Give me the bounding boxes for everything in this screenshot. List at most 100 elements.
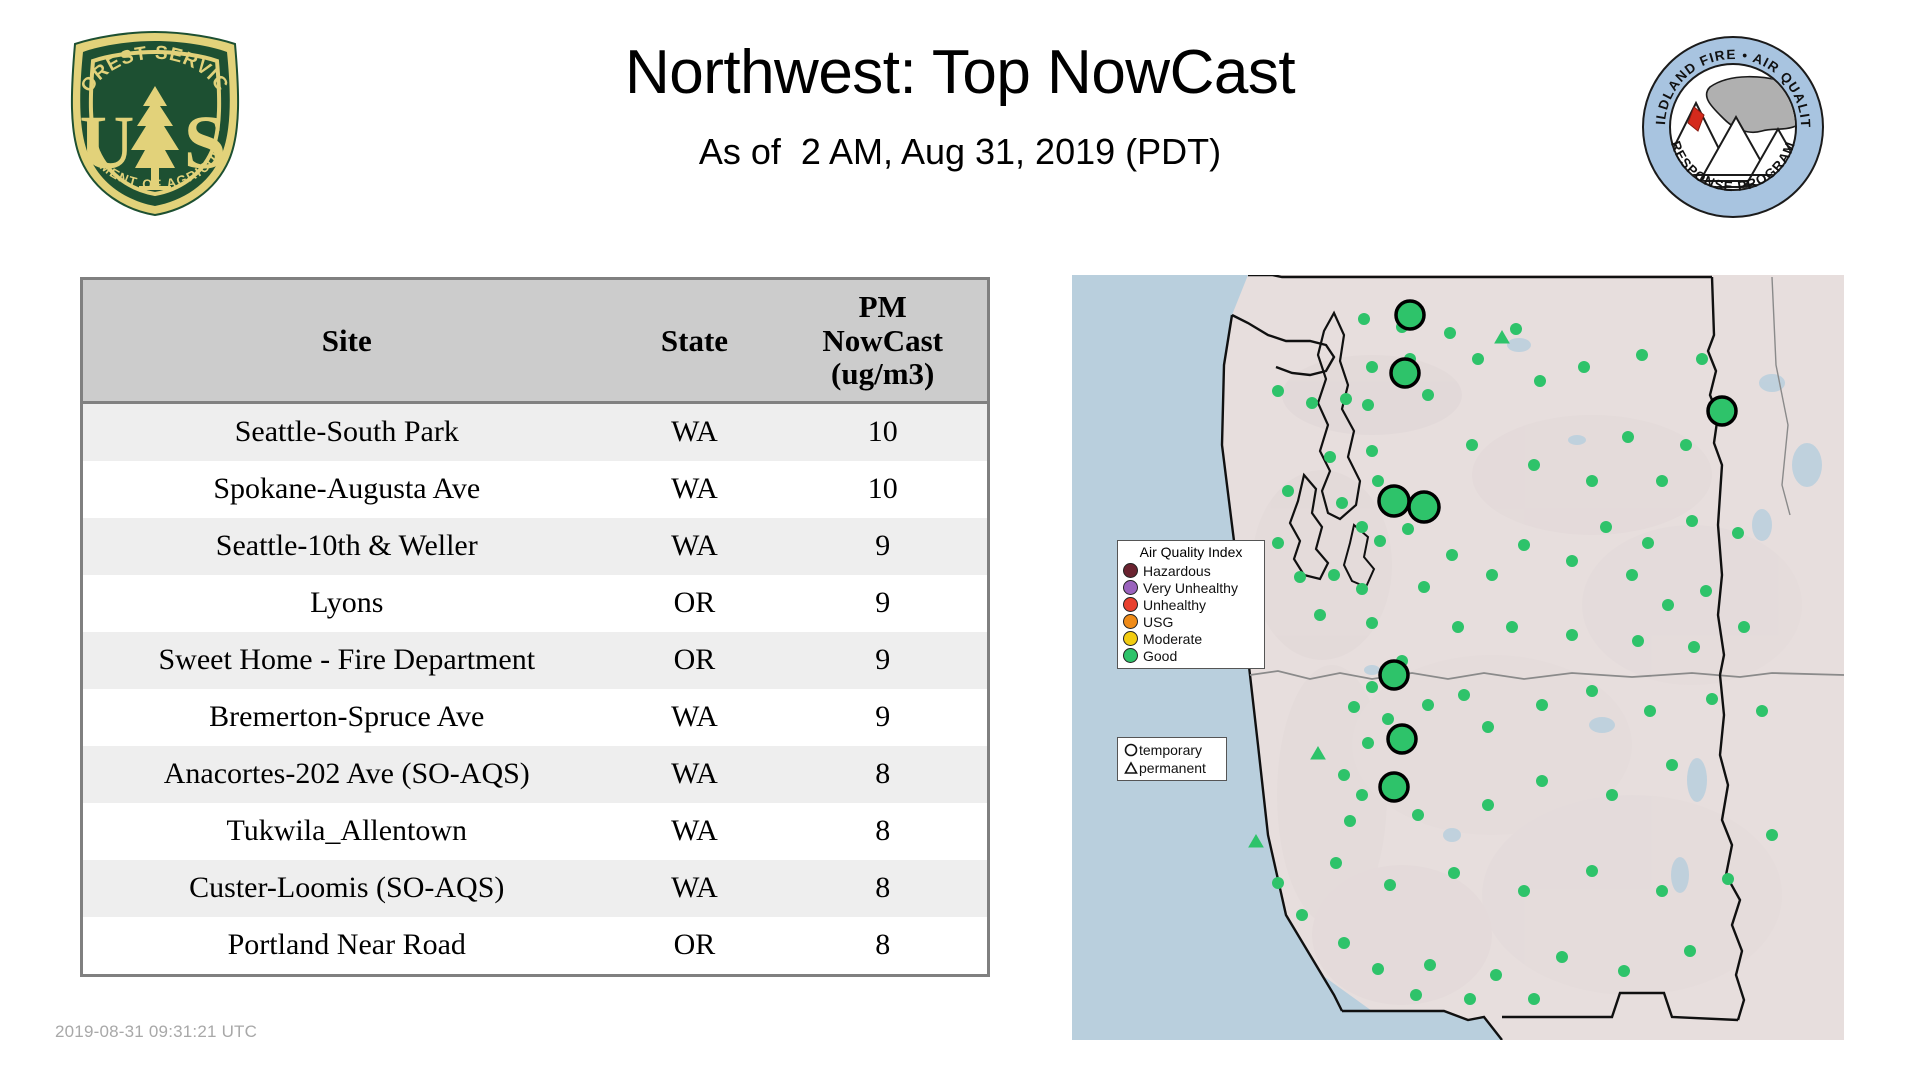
map-canvas [1072, 275, 1844, 1040]
table-header-row: Site State PM NowCast (ug/m3) [83, 280, 987, 404]
svg-text:S: S [184, 101, 226, 185]
cell-pm: 10 [867, 472, 898, 505]
aqi-legend-item: Hazardous [1123, 562, 1259, 579]
aqi-legend-title: Air Quality Index [1139, 544, 1243, 560]
top-site-marker-custer-loomis [1394, 299, 1426, 331]
table-header: Site State PM NowCast (ug/m3) [83, 280, 987, 404]
top-nowcast-table: Site State PM NowCast (ug/m3) Seattle-So… [83, 280, 987, 974]
aqi-legend-item: Unhealthy [1123, 596, 1259, 613]
coastline-and-borders [1220, 275, 1844, 1040]
aqi-color-swatch-icon [1123, 597, 1138, 612]
cell-site: Lyons [310, 586, 384, 619]
aqi-legend-label: USG [1143, 613, 1174, 630]
cell-state: OR [673, 928, 716, 961]
table-row: Tukwila_Allentown WA 8 [83, 802, 987, 860]
cell-site: Seattle-South Park [234, 415, 459, 448]
cell-state: WA [671, 415, 718, 448]
site-type-permanent: permanent [1122, 759, 1222, 777]
aqi-color-swatch-icon [1123, 648, 1138, 663]
aqi-legend-items: Hazardous Very Unhealthy Unhealthy USG Moder… [1123, 562, 1259, 664]
cell-state: OR [673, 586, 716, 619]
aqi-legend-item: Moderate [1123, 630, 1259, 647]
circle-icon [1122, 743, 1139, 757]
triangle-icon [1122, 761, 1139, 775]
table-row: Portland Near Road OR 8 [83, 916, 987, 974]
cell-site: Anacortes-202 Ave (SO-AQS) [163, 757, 530, 790]
cell-state: WA [671, 757, 718, 790]
aqi-legend-label: Very Unhealthy [1143, 579, 1238, 596]
site-type-permanent-label: permanent [1139, 760, 1206, 776]
top-site-marker-lyons [1386, 723, 1418, 755]
generation-timestamp: 2019-08-31 09:31:21 UTC [55, 1022, 258, 1041]
table-row: Lyons OR 9 [83, 574, 987, 632]
site-type-legend: temporary permanent [1117, 737, 1227, 781]
cell-site: Custer-Loomis (SO-AQS) [189, 871, 505, 904]
inland-water [1364, 338, 1822, 893]
table-row: Sweet Home - Fire Department OR 9 [83, 631, 987, 689]
top-site-marker-portland-near-road [1378, 659, 1410, 691]
table-row: Spokane-Augusta Ave WA 10 [83, 460, 987, 518]
column-header-pm-nowcast: PM NowCast (ug/m3) [778, 280, 987, 404]
cell-pm: 8 [875, 814, 891, 847]
page-title: Northwest: Top NowCast [624, 38, 1296, 107]
column-header-site: Site [83, 280, 611, 404]
pm-header-line-2: NowCast [822, 322, 943, 358]
top-site-marker-spokane [1706, 395, 1738, 427]
cell-state: WA [671, 814, 718, 847]
cell-state: WA [671, 700, 718, 733]
aqi-color-swatch-icon [1123, 614, 1138, 629]
cell-pm: 9 [875, 700, 891, 733]
cell-pm: 9 [875, 529, 891, 562]
pm-header-line-3: (ug/m3) [831, 355, 935, 391]
aqi-legend-label: Unhealthy [1143, 596, 1207, 613]
cell-site: Spokane-Augusta Ave [213, 472, 481, 505]
table-row: Seattle-10th & Weller WA 9 [83, 517, 987, 575]
table-row: Bremerton-Spruce Ave WA 9 [83, 688, 987, 746]
table-row: Seattle-South Park WA 10 [83, 402, 987, 461]
top-nowcast-table-container: Site State PM NowCast (ug/m3) Seattle-So… [80, 277, 990, 977]
aqi-legend-label: Hazardous [1143, 562, 1211, 579]
page-subtitle: As of 2 AM, Aug 31, 2019 (PDT) [698, 131, 1222, 173]
cell-pm: 8 [875, 871, 891, 904]
usda-forest-service-shield-icon: FOREST SERVICE DEPARTMENT OF AGRICULTURE… [55, 28, 240, 217]
aqi-legend-item: Good [1123, 647, 1259, 664]
cell-state: WA [671, 871, 718, 904]
top-site-marker-anacortes [1389, 357, 1421, 389]
cell-pm: 8 [875, 928, 891, 961]
cell-state: OR [673, 643, 716, 676]
cell-site: Seattle-10th & Weller [215, 529, 478, 562]
cell-state: WA [671, 472, 718, 505]
wildland-fire-air-quality-response-program-seal-icon: WILDLAND FIRE • AIR QUALITY RESPONSE PRO… [1638, 35, 1824, 218]
column-header-state: State [610, 280, 779, 404]
svg-text:U: U [80, 101, 135, 185]
aqi-legend-label: Good [1143, 647, 1178, 664]
table-row: Custer-Loomis (SO-AQS) WA 8 [83, 859, 987, 917]
land-mass [1222, 275, 1844, 1040]
pacific-northwest-monitor-map[interactable] [1072, 275, 1844, 1040]
cell-pm: 9 [875, 643, 891, 676]
aqi-color-swatch-icon [1123, 631, 1138, 646]
cell-site: Tukwila_Allentown [226, 814, 468, 847]
site-type-temporary: temporary [1122, 741, 1222, 759]
table-row: Anacortes-202 Ave (SO-AQS) WA 8 [83, 745, 987, 803]
cell-pm: 10 [867, 415, 898, 448]
top-site-marker-bremerton [1377, 484, 1411, 518]
aqi-color-swatch-icon [1123, 580, 1138, 595]
table-body: Seattle-South Park WA 10 Spokane-Augusta Av… [83, 402, 987, 974]
cell-pm: 8 [875, 757, 891, 790]
pm-header-line-1: PM [858, 289, 907, 325]
cell-site: Portland Near Road [227, 928, 466, 961]
aqi-legend-item: Very Unhealthy [1123, 579, 1259, 596]
top-site-markers [1377, 299, 1738, 803]
cell-pm: 9 [875, 586, 891, 619]
monitor-dots-good [1272, 313, 1778, 1005]
site-type-temporary-label: temporary [1139, 742, 1203, 758]
page-header: FOREST SERVICE DEPARTMENT OF AGRICULTURE… [0, 0, 1920, 250]
top-site-marker-sweet-home [1378, 771, 1410, 803]
aqi-color-swatch-icon [1123, 563, 1138, 578]
air-quality-index-legend: Air Quality Index Hazardous Very Unhealth… [1117, 540, 1265, 669]
aqi-legend-label: Moderate [1143, 630, 1203, 647]
aqi-legend-item: USG [1123, 613, 1259, 630]
cell-state: WA [671, 529, 718, 562]
title-block: Northwest: Top NowCast As of 2 AM, Aug 3… [300, 40, 1620, 173]
